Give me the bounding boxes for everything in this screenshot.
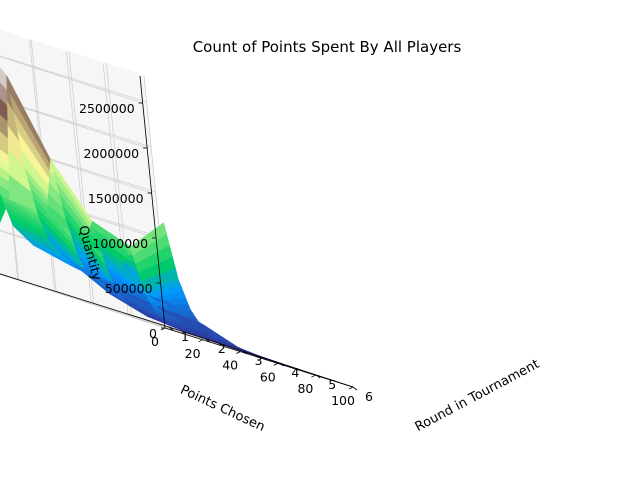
x-axis-label: Points Chosen: [178, 383, 267, 435]
y-tick-label: 3: [255, 353, 263, 368]
x-tick-label: 40: [222, 358, 238, 373]
y-tick-label: 1: [181, 329, 189, 344]
axis-line: [348, 386, 354, 390]
grid-line: [0, 99, 152, 148]
axis-line: [311, 374, 316, 378]
grid-line: [0, 55, 147, 103]
chart-title: Count of Points Spent By All Players: [193, 38, 462, 56]
axis-line: [0, 273, 170, 328]
axis-line: [205, 338, 211, 343]
axis-line: [279, 362, 284, 367]
axis-line: [242, 350, 247, 355]
axis-line: [198, 339, 203, 343]
x-tick-label: 60: [260, 369, 276, 384]
axis-line: [236, 351, 241, 354]
z-tick-label: 1000000: [92, 236, 148, 251]
axis-line: [168, 326, 174, 331]
z-tick-label: 2500000: [79, 101, 135, 116]
z-tick-label: 500000: [105, 281, 153, 296]
z-tick-label: 0: [149, 326, 157, 341]
y-tick-label: 2: [218, 341, 226, 356]
axes: 0204060801001234560500000100000015000002…: [0, 75, 373, 408]
axis-line: [273, 363, 278, 366]
surface: [0, 67, 354, 388]
y-tick-label: 4: [291, 365, 299, 380]
x-tick-label: 80: [297, 381, 313, 396]
z-tick-label: 2000000: [83, 146, 139, 161]
grid-line: [0, 143, 152, 194]
y-tick-label: 5: [328, 377, 336, 392]
y-axis-label: Round in Tournament: [413, 357, 542, 435]
grid-line: [0, 56, 143, 104]
y-tick-label: 6: [365, 389, 373, 404]
grid-line: [0, 99, 148, 149]
axis-line: [352, 386, 358, 391]
z-tick-label: 1500000: [88, 191, 144, 206]
x-tick-label: 20: [185, 346, 201, 361]
axis-line: [315, 374, 321, 379]
axis-line: [168, 326, 354, 388]
grid-line: [0, 142, 156, 193]
axis-line: [139, 75, 166, 329]
x-tick-label: 0: [151, 334, 159, 349]
x-tick-label: 100: [331, 393, 355, 408]
